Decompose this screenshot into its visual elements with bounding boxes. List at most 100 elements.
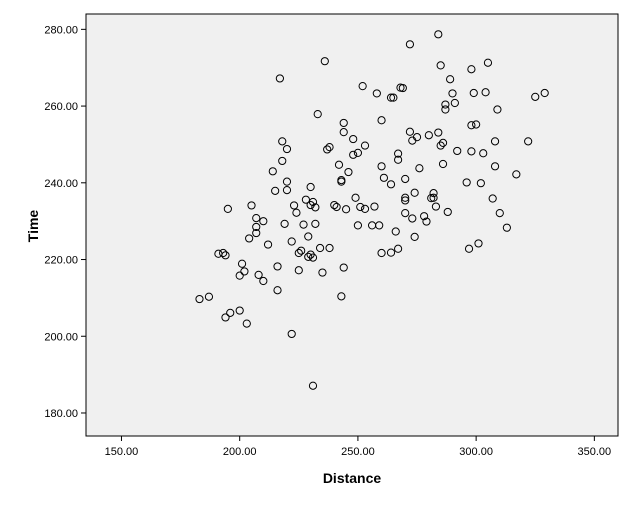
data-point bbox=[464, 244, 474, 253]
data-point bbox=[356, 202, 365, 212]
data-point bbox=[273, 286, 282, 295]
data-point bbox=[490, 162, 500, 171]
data-point bbox=[311, 219, 320, 228]
data-point bbox=[450, 98, 459, 108]
data-point bbox=[349, 150, 358, 159]
data-point bbox=[349, 134, 358, 144]
data-point bbox=[412, 133, 422, 142]
data-point bbox=[405, 127, 415, 136]
data-point bbox=[394, 149, 403, 158]
data-point bbox=[341, 205, 351, 214]
data-point bbox=[282, 177, 292, 186]
data-point bbox=[360, 204, 370, 213]
data-point bbox=[280, 219, 289, 228]
data-point bbox=[469, 88, 478, 98]
data-point bbox=[474, 239, 483, 248]
data-point bbox=[287, 237, 296, 246]
data-points bbox=[195, 30, 549, 390]
data-point bbox=[502, 223, 511, 232]
data-point bbox=[344, 167, 353, 177]
data-point bbox=[278, 137, 287, 146]
data-point bbox=[453, 146, 462, 156]
data-point bbox=[436, 61, 445, 70]
x-tick-label: 300.00 bbox=[459, 446, 493, 458]
data-point bbox=[308, 381, 318, 390]
data-point bbox=[242, 319, 251, 328]
data-point bbox=[472, 120, 481, 129]
data-point bbox=[446, 75, 455, 84]
data-point bbox=[443, 207, 452, 217]
data-point bbox=[490, 137, 500, 146]
data-point bbox=[289, 201, 299, 210]
data-point bbox=[221, 313, 230, 322]
data-point bbox=[259, 276, 268, 286]
data-point bbox=[259, 217, 268, 226]
data-point bbox=[339, 263, 348, 272]
x-tick-label: 200.00 bbox=[223, 446, 257, 458]
data-point bbox=[325, 243, 334, 253]
data-point bbox=[410, 188, 419, 197]
data-point bbox=[531, 92, 540, 101]
data-point bbox=[323, 145, 332, 154]
axis-ticks: 150.00 200.00 250.00 300.00 350.00 180.00 200.… bbox=[44, 24, 611, 458]
data-point bbox=[370, 202, 379, 211]
y-tick-label: 260.00 bbox=[44, 101, 78, 113]
data-point bbox=[401, 193, 410, 202]
data-point bbox=[304, 252, 313, 261]
data-point bbox=[204, 292, 214, 301]
data-point bbox=[377, 116, 386, 125]
data-point bbox=[476, 179, 485, 188]
data-point bbox=[434, 128, 443, 137]
data-point bbox=[287, 329, 296, 339]
x-tick-label: 150.00 bbox=[105, 446, 139, 458]
data-point bbox=[306, 182, 315, 192]
data-point bbox=[379, 173, 389, 182]
data-point bbox=[245, 234, 254, 243]
data-point bbox=[386, 93, 396, 102]
data-point bbox=[441, 100, 450, 109]
data-point bbox=[353, 148, 363, 157]
data-point bbox=[247, 201, 256, 210]
data-point bbox=[391, 227, 400, 236]
data-point bbox=[271, 186, 280, 195]
data-point bbox=[424, 131, 433, 140]
data-point bbox=[292, 208, 301, 217]
data-point bbox=[325, 143, 334, 152]
data-point bbox=[524, 137, 533, 146]
data-point bbox=[219, 248, 228, 258]
data-point bbox=[488, 194, 497, 203]
data-point bbox=[410, 232, 419, 241]
y-tick-label: 220.00 bbox=[44, 255, 78, 267]
data-point bbox=[254, 270, 263, 279]
data-point bbox=[420, 212, 429, 221]
data-point bbox=[438, 138, 448, 148]
data-point bbox=[278, 156, 287, 166]
data-point bbox=[360, 141, 370, 150]
data-point bbox=[431, 202, 441, 211]
data-point bbox=[375, 221, 384, 230]
data-point bbox=[235, 306, 244, 315]
data-point bbox=[294, 266, 303, 275]
data-point bbox=[223, 204, 232, 213]
data-point bbox=[415, 164, 424, 173]
data-point bbox=[294, 248, 303, 258]
y-tick-label: 200.00 bbox=[44, 331, 78, 343]
y-tick-label: 240.00 bbox=[44, 178, 78, 190]
data-point bbox=[337, 292, 346, 301]
data-point bbox=[495, 209, 504, 218]
data-point bbox=[252, 222, 261, 232]
data-point bbox=[235, 271, 244, 280]
x-axis-title: Distance bbox=[323, 470, 382, 486]
data-point bbox=[275, 74, 284, 83]
data-point bbox=[330, 200, 339, 210]
data-point bbox=[394, 244, 403, 253]
data-point bbox=[401, 174, 410, 184]
data-point bbox=[483, 58, 493, 67]
data-point bbox=[462, 178, 471, 187]
data-point bbox=[301, 195, 310, 204]
data-point bbox=[339, 128, 348, 137]
data-point bbox=[299, 220, 308, 229]
data-point bbox=[252, 213, 261, 223]
data-point bbox=[226, 308, 235, 317]
data-point bbox=[467, 147, 476, 156]
